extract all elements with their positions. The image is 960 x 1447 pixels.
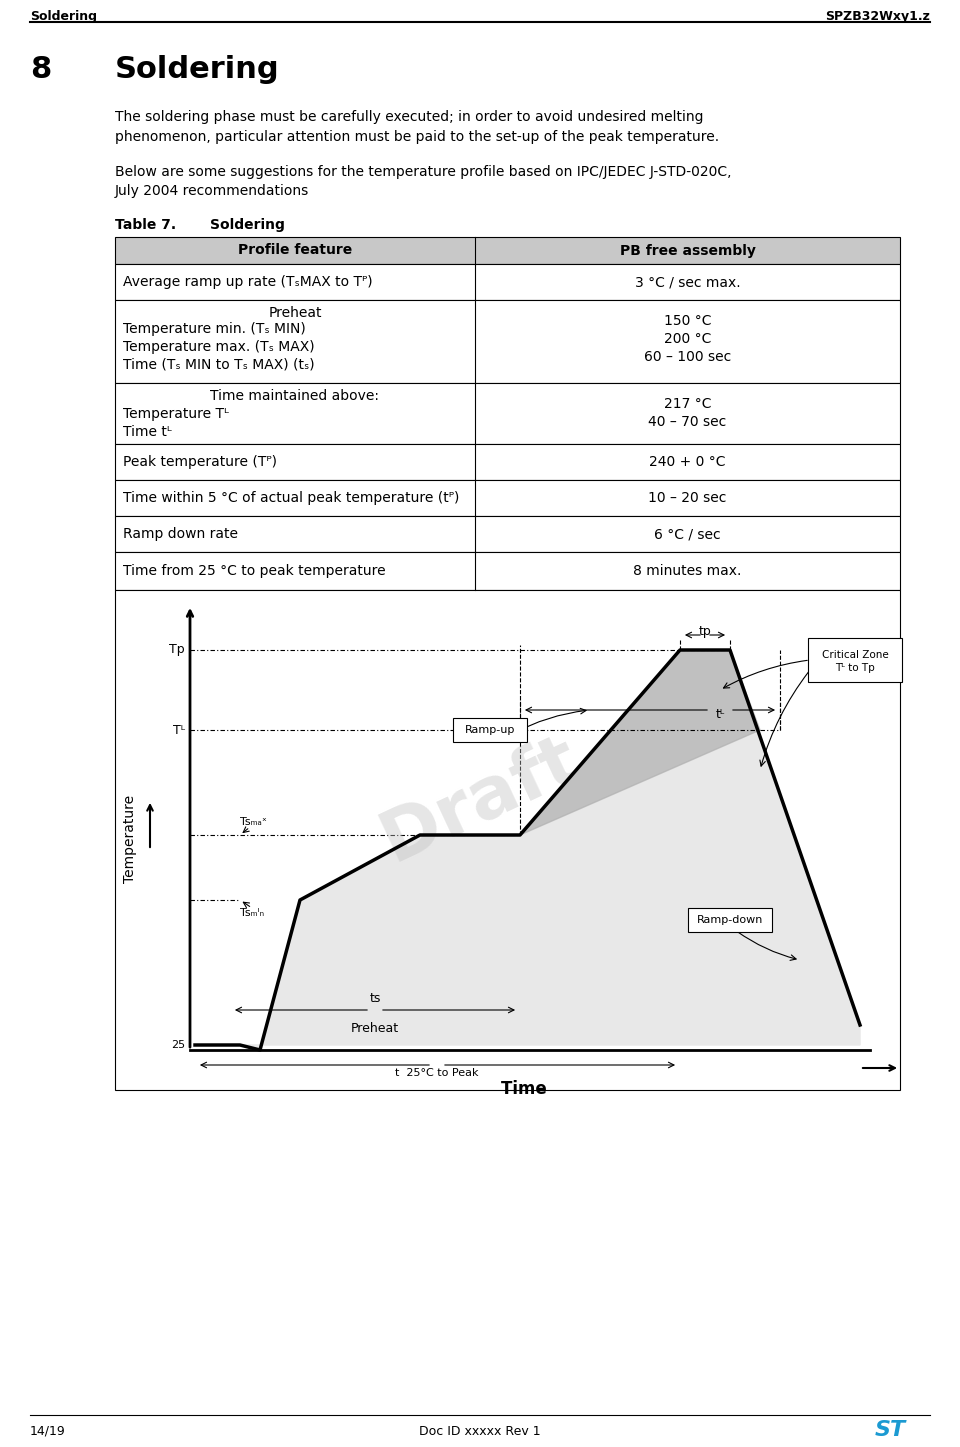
Text: Tᴸ: Tᴸ: [173, 724, 185, 737]
Text: 150 °C: 150 °C: [663, 314, 711, 328]
Bar: [115, 551, 900, 590]
Text: Ramp down rate: Ramp down rate: [123, 527, 238, 541]
Bar: [115, 383, 900, 444]
Text: 40 – 70 sec: 40 – 70 sec: [648, 415, 727, 428]
Text: Temperature min. (Tₛ MIN): Temperature min. (Tₛ MIN): [123, 323, 305, 336]
FancyBboxPatch shape: [688, 909, 772, 932]
Text: 200 °C: 200 °C: [663, 331, 711, 346]
FancyBboxPatch shape: [453, 718, 527, 742]
Text: 8 minutes max.: 8 minutes max.: [634, 564, 742, 577]
Text: Table 7.: Table 7.: [115, 218, 176, 232]
Text: Average ramp up rate (TₛMAX to Tᴾ): Average ramp up rate (TₛMAX to Tᴾ): [123, 275, 372, 289]
Text: Time maintained above:: Time maintained above:: [210, 389, 379, 404]
Text: Temperature Tᴸ: Temperature Tᴸ: [123, 407, 228, 421]
Bar: [115, 237, 900, 263]
Text: Peak temperature (Tᴾ): Peak temperature (Tᴾ): [123, 454, 277, 469]
Text: The soldering phase must be carefully executed; in order to avoid undesired melt: The soldering phase must be carefully ex…: [115, 110, 719, 143]
Text: Time tᴸ: Time tᴸ: [123, 425, 172, 438]
Text: Time: Time: [501, 1079, 559, 1098]
Bar: [115, 480, 900, 517]
Text: t  25°C to Peak: t 25°C to Peak: [396, 1068, 479, 1078]
Text: Temperature: Temperature: [123, 787, 137, 884]
Bar: [115, 263, 900, 300]
Text: Time from 25 °C to peak temperature: Time from 25 °C to peak temperature: [123, 564, 386, 577]
Text: 14/19: 14/19: [30, 1425, 65, 1438]
Text: Tᴸ to Tp: Tᴸ to Tp: [835, 663, 875, 673]
Text: ST: ST: [875, 1420, 905, 1440]
Text: Preheat: Preheat: [351, 1022, 399, 1035]
Text: 240 + 0 °C: 240 + 0 °C: [649, 454, 726, 469]
Bar: [115, 590, 900, 1090]
Text: 25: 25: [171, 1040, 185, 1051]
Text: Time (Tₛ MIN to Tₛ MAX) (tₛ): Time (Tₛ MIN to Tₛ MAX) (tₛ): [123, 357, 315, 372]
Text: Ramp-down: Ramp-down: [697, 915, 763, 925]
Text: Ramp-up: Ramp-up: [465, 725, 516, 735]
Bar: [115, 300, 900, 383]
Text: Below are some suggestions for the temperature profile based on IPC/JEDEC J-STD-: Below are some suggestions for the tempe…: [115, 165, 732, 198]
Text: Temperature max. (Tₛ MAX): Temperature max. (Tₛ MAX): [123, 340, 315, 355]
Text: tᴸ: tᴸ: [715, 709, 725, 722]
Text: Critical Zone: Critical Zone: [822, 650, 888, 660]
Text: Draft: Draft: [371, 725, 589, 875]
Text: Time within 5 °C of actual peak temperature (tᴾ): Time within 5 °C of actual peak temperat…: [123, 491, 460, 505]
Text: SPZB32Wxy1.z: SPZB32Wxy1.z: [826, 10, 930, 23]
Text: PB free assembly: PB free assembly: [619, 243, 756, 258]
Text: Tsₘᴵₙ: Tsₘᴵₙ: [240, 909, 264, 917]
Text: Tp: Tp: [169, 644, 185, 657]
Text: 3 °C / sec max.: 3 °C / sec max.: [635, 275, 740, 289]
Text: 8: 8: [30, 55, 51, 84]
Text: Soldering: Soldering: [210, 218, 285, 232]
Text: Soldering: Soldering: [30, 10, 97, 23]
Text: Tsₘₐˣ: Tsₘₐˣ: [240, 818, 267, 828]
Text: tp: tp: [699, 625, 711, 638]
Bar: [115, 444, 900, 480]
FancyBboxPatch shape: [808, 638, 902, 682]
Text: Soldering: Soldering: [115, 55, 279, 84]
Text: 217 °C: 217 °C: [663, 396, 711, 411]
Text: 6 °C / sec: 6 °C / sec: [654, 527, 721, 541]
Polygon shape: [195, 650, 860, 1051]
Text: Preheat: Preheat: [268, 305, 322, 320]
Bar: [115, 517, 900, 551]
Text: ts: ts: [370, 993, 381, 1006]
Polygon shape: [520, 650, 760, 835]
Text: Doc ID xxxxx Rev 1: Doc ID xxxxx Rev 1: [420, 1425, 540, 1438]
Text: 10 – 20 sec: 10 – 20 sec: [648, 491, 727, 505]
Text: Profile feature: Profile feature: [238, 243, 352, 258]
Text: 60 – 100 sec: 60 – 100 sec: [644, 350, 732, 365]
